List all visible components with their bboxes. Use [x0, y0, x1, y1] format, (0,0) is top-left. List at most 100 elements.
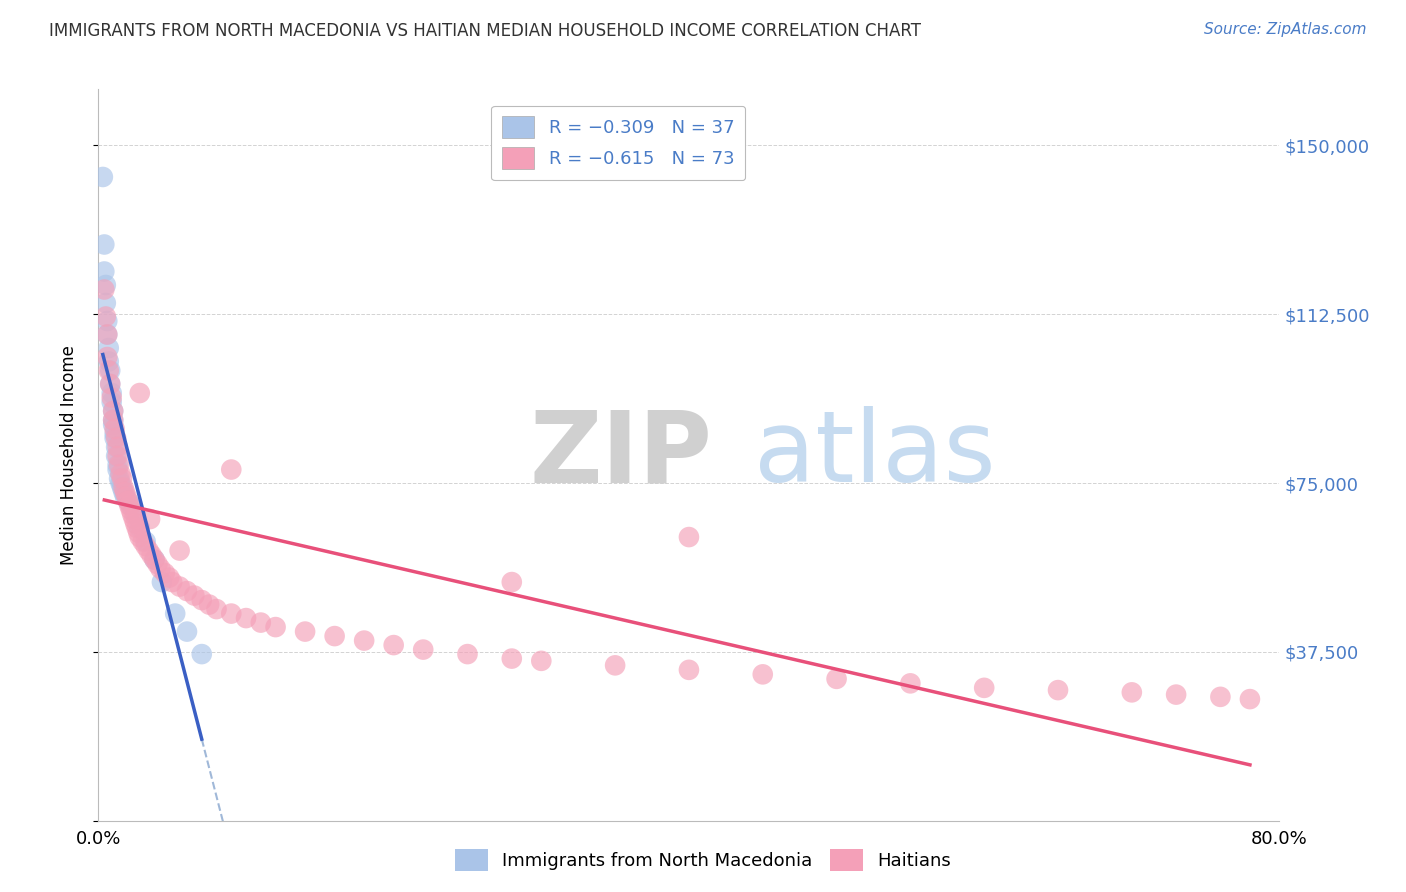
Point: [157, 571, 180, 585]
Point: [128, 521, 150, 535]
Point: [104, 422, 127, 436]
Point: [501, 575, 523, 590]
Point: [112, 481, 135, 495]
Point: [135, 534, 157, 549]
Point: [353, 633, 375, 648]
Point: [382, 638, 405, 652]
Point: [98, 377, 121, 392]
Point: [121, 508, 143, 522]
Legend: R = −0.309   N = 37, R = −0.615   N = 73: R = −0.309 N = 37, R = −0.615 N = 73: [491, 105, 745, 180]
Point: [110, 467, 132, 481]
Point: [100, 386, 122, 401]
Point: [143, 552, 166, 566]
Point: [124, 508, 146, 522]
Text: IMMIGRANTS FROM NORTH MACEDONIA VS HAITIAN MEDIAN HOUSEHOLD INCOME CORRELATION C: IMMIGRANTS FROM NORTH MACEDONIA VS HAITI…: [49, 22, 921, 40]
Point: [94, 296, 117, 310]
Point: [94, 310, 117, 324]
Point: [100, 395, 122, 409]
Text: Source: ZipAtlas.com: Source: ZipAtlas.com: [1204, 22, 1367, 37]
Point: [103, 404, 125, 418]
Point: [120, 499, 142, 513]
Point: [122, 512, 145, 526]
Point: [457, 647, 479, 661]
Point: [973, 681, 995, 695]
Point: [146, 557, 169, 571]
Point: [221, 462, 243, 476]
Point: [235, 611, 257, 625]
Point: [104, 426, 127, 441]
Point: [900, 676, 922, 690]
Point: [96, 327, 118, 342]
Point: [103, 413, 125, 427]
Point: [96, 314, 118, 328]
Point: [294, 624, 316, 639]
Point: [98, 363, 121, 377]
Point: [250, 615, 273, 630]
Point: [104, 431, 127, 445]
Point: [162, 575, 183, 590]
Point: [103, 417, 125, 432]
Point: [97, 341, 120, 355]
Point: [264, 620, 287, 634]
Point: [169, 580, 191, 594]
Point: [132, 534, 155, 549]
Point: [105, 440, 128, 454]
Point: [114, 490, 136, 504]
Point: [125, 521, 148, 535]
Point: [111, 471, 134, 485]
Point: [323, 629, 346, 643]
Y-axis label: Median Household Income: Median Household Income: [59, 345, 77, 565]
Point: [139, 512, 162, 526]
Point: [135, 539, 157, 553]
Point: [1121, 685, 1143, 699]
Text: atlas: atlas: [754, 407, 995, 503]
Point: [205, 602, 228, 616]
Point: [117, 494, 139, 508]
Point: [93, 237, 115, 252]
Point: [105, 449, 128, 463]
Point: [191, 647, 214, 661]
Point: [501, 651, 523, 665]
Point: [117, 494, 139, 508]
Point: [752, 667, 775, 681]
Legend: Immigrants from North Macedonia, Haitians: Immigrants from North Macedonia, Haitian…: [447, 842, 959, 879]
Point: [150, 575, 173, 590]
Point: [112, 485, 135, 500]
Point: [110, 476, 132, 491]
Point: [138, 543, 160, 558]
Point: [605, 658, 627, 673]
Point: [412, 642, 434, 657]
Point: [128, 530, 150, 544]
Point: [176, 624, 198, 639]
Text: ZIP: ZIP: [530, 407, 713, 503]
Point: [825, 672, 848, 686]
Point: [191, 593, 214, 607]
Point: [107, 458, 129, 472]
Point: [105, 431, 128, 445]
Point: [198, 598, 221, 612]
Point: [678, 663, 700, 677]
Point: [107, 462, 129, 476]
Point: [114, 485, 136, 500]
Point: [120, 503, 142, 517]
Point: [103, 413, 125, 427]
Point: [98, 377, 121, 392]
Point: [1239, 692, 1261, 706]
Point: [128, 386, 150, 401]
Point: [143, 552, 166, 566]
Point: [111, 481, 134, 495]
Point: [100, 391, 122, 405]
Point: [91, 169, 114, 184]
Point: [183, 589, 205, 603]
Point: [141, 548, 163, 562]
Point: [107, 449, 129, 463]
Point: [96, 350, 118, 364]
Point: [108, 458, 131, 472]
Point: [165, 607, 187, 621]
Point: [124, 516, 146, 531]
Point: [176, 584, 198, 599]
Point: [1209, 690, 1232, 704]
Point: [97, 354, 120, 368]
Point: [678, 530, 700, 544]
Point: [127, 525, 149, 540]
